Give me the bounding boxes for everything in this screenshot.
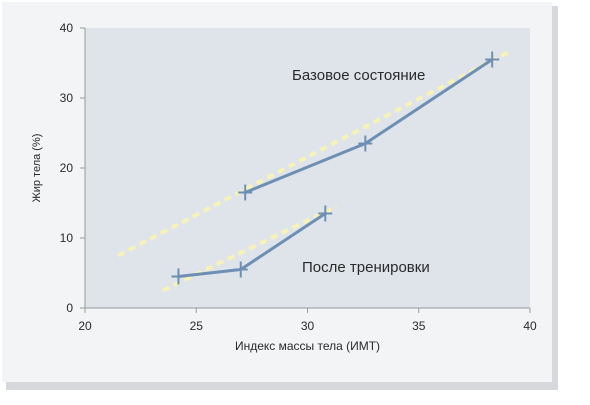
data-point-marker [171,268,186,285]
data-point-marker [485,51,500,68]
y-axis-title: Жир тела (%) [31,134,43,203]
series-label-2: После тренировки [302,259,430,276]
y-tick-label: 30 [60,91,74,105]
x-tick-label: 30 [301,319,315,333]
x-tick-label: 20 [78,319,92,333]
trendline-series-1 [117,50,509,258]
series-label-1: Базовое состояние [292,67,425,84]
y-tick-label: 0 [66,301,73,315]
x-tick-label: 40 [523,319,537,333]
x-axis-title: Индекс массы тела (ИМТ) [235,339,380,353]
data-point-marker [238,184,253,201]
x-tick-label: 35 [412,319,426,333]
y-tick-label: 40 [60,21,74,35]
y-tick-label: 20 [60,161,74,175]
trendline-series-2 [162,204,338,293]
x-tick-label: 25 [190,319,204,333]
y-tick-label: 10 [60,231,74,245]
data-point-marker [318,205,333,222]
data-point-marker [233,261,248,278]
data-point-marker [358,135,373,152]
